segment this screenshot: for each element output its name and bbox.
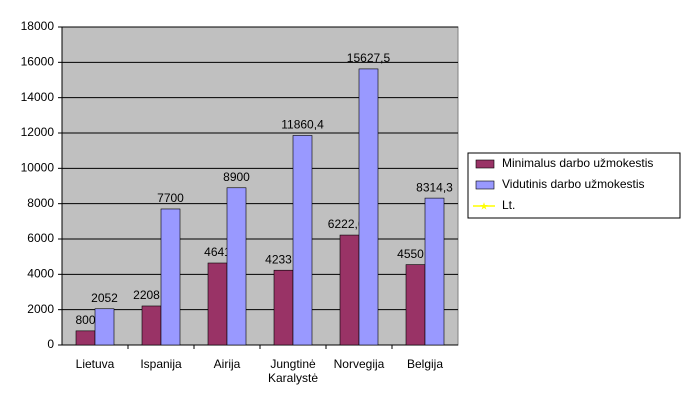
data-label: 8900 [223,170,250,184]
data-label: 15627,5 [347,51,391,65]
bar [424,197,445,346]
legend-label: Lt. [502,198,515,212]
bar [273,269,294,346]
legend-box [467,152,681,219]
legend-label: Vidutinis darbo užmokestis [502,177,645,191]
y-tick-label: 18000 [21,19,55,33]
legend-swatch [475,180,495,190]
y-tick-label: 4000 [27,267,54,281]
data-label: 4641 [204,245,231,259]
legend-swatch [475,159,495,169]
y-tick-label: 2000 [27,302,54,316]
x-tick-label: Jungtinė Karalystė [267,357,319,385]
bar [292,135,313,346]
bar [75,330,96,346]
data-label: 11860,4 [281,118,324,132]
data-label: 7700 [157,191,184,205]
bar [405,264,426,346]
x-tick-label: Belgija [406,357,444,371]
bar [207,262,228,346]
bar [94,308,115,346]
y-tick-label: 8000 [27,196,54,210]
data-label: 800 [75,313,95,327]
bar [160,208,181,346]
y-tick-label: 10000 [21,161,55,175]
bar [141,305,162,346]
plot-area [61,26,459,346]
data-label: 2052 [91,291,118,305]
data-label: 8314,3 [416,180,453,194]
x-tick-label: Norvegija [333,357,385,371]
legend-label: Minimalus darbo užmokestis [502,156,653,170]
y-tick-label: 16000 [21,55,55,69]
legend-marker: ★ [480,202,489,213]
y-tick-label: 14000 [21,90,55,104]
bar [358,68,379,346]
bar [339,234,360,346]
y-tick-label: 0 [47,337,54,351]
bar [226,187,247,346]
x-tick-label: Ispanija [140,357,182,371]
x-tick-label: Lietuva [75,357,115,371]
y-tick-label: 6000 [27,231,54,245]
y-tick-label: 12000 [21,125,55,139]
x-tick-label: Airija [213,357,241,371]
